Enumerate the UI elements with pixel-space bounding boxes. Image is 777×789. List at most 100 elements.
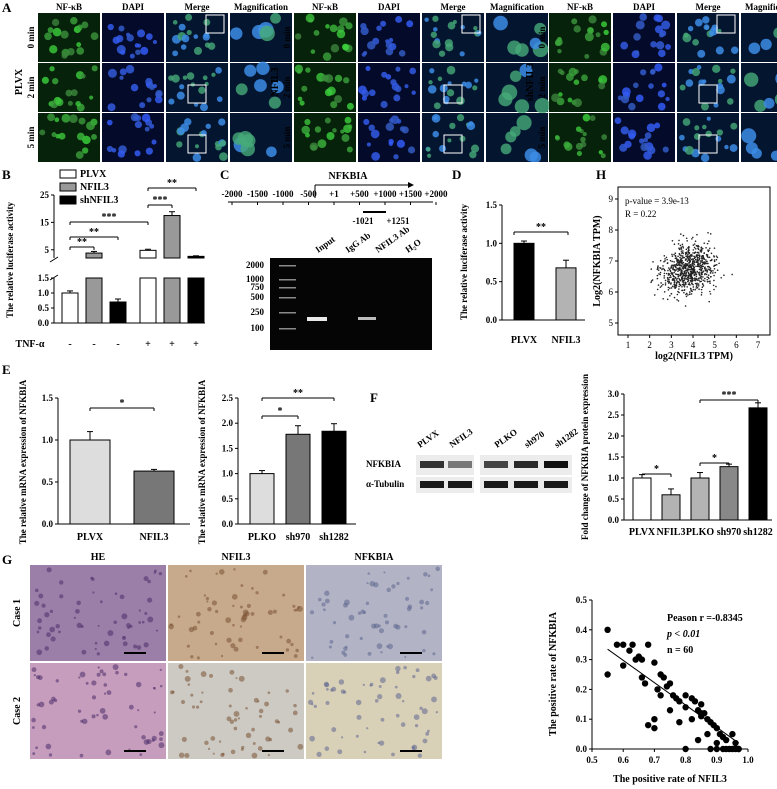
cell-nucleus — [146, 97, 152, 103]
time-label: 2 min — [537, 77, 547, 99]
y-tick-label: 7 — [609, 256, 614, 266]
cell-nucleus — [551, 93, 560, 102]
cell-stain — [59, 594, 64, 599]
cell-nucleus — [437, 76, 443, 82]
blot-row-label: α-Tubulin — [366, 479, 404, 489]
cell-stain — [55, 679, 59, 683]
data-point — [663, 260, 665, 263]
cell-stain — [137, 709, 140, 712]
data-point — [692, 267, 695, 270]
cell-nucleus — [621, 95, 630, 104]
cell-nucleus — [54, 117, 60, 123]
panel-a: A NF-κB DAPI Merge Magnification PLVX 0 min 2 … — [2, 0, 777, 162]
cell-stain — [395, 670, 400, 675]
stat-label: p < 0.01 — [666, 629, 700, 640]
cell-stain — [32, 752, 36, 755]
data-point — [668, 268, 671, 271]
data-point — [644, 721, 652, 729]
data-point — [664, 284, 667, 286]
cell-nucleus — [724, 144, 729, 150]
cell-nucleus — [107, 23, 114, 31]
data-point — [651, 724, 658, 732]
data-point — [676, 277, 678, 280]
y-tick-label: 0.5 — [576, 595, 588, 605]
cell-nucleus — [325, 24, 330, 29]
cell-stain — [141, 735, 146, 740]
data-point — [698, 273, 701, 275]
data-point — [698, 252, 700, 254]
tnf-sign: - — [116, 339, 119, 350]
cell-nucleus — [702, 16, 710, 24]
cell-nucleus — [427, 85, 437, 94]
data-point — [677, 267, 679, 270]
dna-band — [307, 317, 327, 321]
cell-stain — [378, 685, 382, 688]
cell-stain — [178, 664, 184, 670]
cell-nucleus — [534, 97, 551, 114]
data-point — [687, 251, 690, 254]
cell-nucleus — [360, 26, 369, 36]
data-point — [666, 276, 669, 279]
cell-nucleus — [654, 25, 663, 34]
column-header: Magnification — [234, 2, 288, 12]
cell-stain — [37, 675, 43, 681]
cell-stain — [221, 752, 225, 756]
cell-stain — [421, 629, 427, 635]
cell-nucleus — [694, 18, 703, 27]
y-tick-label: 0.5 — [608, 494, 620, 504]
cell-nucleus — [309, 142, 319, 151]
cell-stain — [76, 600, 81, 606]
cell-nucleus — [717, 28, 722, 33]
cell-nucleus — [589, 115, 596, 121]
cell-nucleus — [661, 20, 671, 30]
group-label: NFIL3 — [270, 68, 281, 97]
time-label: 2 min — [26, 77, 36, 99]
panel-letter-c: C — [220, 167, 229, 182]
column-header: Merge — [441, 2, 466, 12]
cell-nucleus — [679, 84, 686, 91]
cell-nucleus — [146, 33, 153, 40]
cell-nucleus — [322, 52, 332, 61]
cell-nucleus — [259, 25, 275, 42]
cell-stain — [122, 641, 128, 647]
cell-stain — [186, 644, 190, 648]
cell-stain — [197, 620, 201, 624]
cell-stain — [99, 669, 104, 674]
cell-stain — [31, 667, 37, 673]
cell-nucleus — [564, 142, 573, 151]
data-point — [688, 252, 690, 255]
cell-stain — [81, 718, 88, 725]
data-point — [670, 272, 672, 275]
bar — [61, 292, 79, 324]
x-tick-label: 0.8 — [680, 755, 692, 765]
data-point — [679, 269, 681, 272]
panel-letter-a: A — [2, 0, 12, 15]
data-point — [682, 692, 689, 699]
cell-stain — [341, 736, 344, 739]
data-point — [693, 263, 696, 266]
bar — [285, 433, 311, 525]
cell-stain — [46, 632, 51, 638]
cell-stain — [394, 685, 398, 689]
cell-stain — [229, 669, 235, 675]
data-point — [704, 262, 707, 265]
data-point — [620, 641, 627, 648]
bar — [661, 494, 681, 521]
cell-nucleus — [385, 74, 392, 80]
cell-stain — [282, 593, 286, 597]
cell-nucleus — [336, 29, 346, 39]
cell-nucleus — [619, 143, 628, 152]
data-point — [694, 282, 697, 285]
cell-nucleus — [726, 74, 736, 84]
y-tick-label: 1.5 — [38, 273, 50, 283]
data-point — [723, 274, 725, 276]
cell-nucleus — [432, 40, 441, 49]
y-tick-label: 15 — [40, 217, 50, 227]
data-point — [675, 279, 678, 281]
data-point — [702, 285, 705, 287]
cell-stain — [91, 695, 97, 700]
cell-nucleus — [237, 130, 254, 147]
histology-image — [30, 663, 166, 759]
cell-stain — [152, 686, 155, 689]
y-tick-label: 0.5 — [486, 277, 498, 287]
